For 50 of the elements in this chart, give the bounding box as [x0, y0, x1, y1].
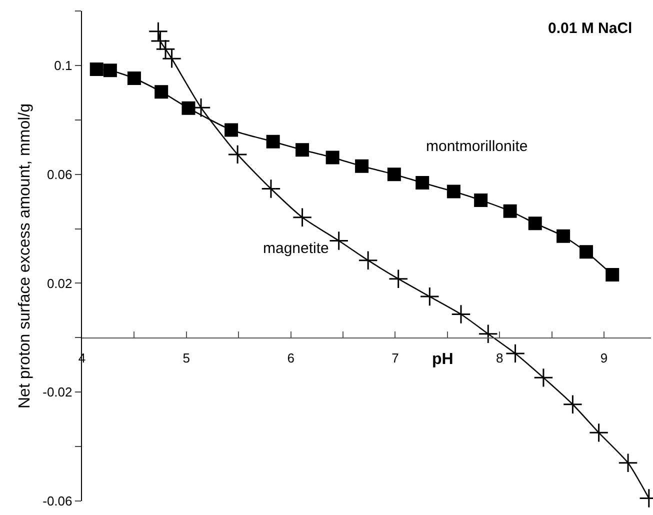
point	[580, 245, 594, 259]
point	[606, 268, 620, 282]
point	[503, 204, 517, 218]
point	[355, 159, 369, 173]
point	[296, 143, 310, 157]
point	[182, 101, 196, 115]
point	[505, 344, 526, 364]
point	[103, 64, 117, 78]
point	[562, 394, 583, 414]
x-tick-label: 7	[392, 350, 399, 366]
y-axis-title: Net proton surface excess amount, mmol/g	[16, 103, 34, 409]
point	[534, 368, 554, 388]
x-axis-title: pH	[432, 351, 454, 368]
point	[420, 286, 440, 306]
y-tick-label: -0.02	[42, 384, 72, 400]
series-label: montmorillonite	[426, 138, 528, 155]
y-tick-label: 0.1	[54, 58, 72, 73]
point	[528, 216, 542, 230]
point	[261, 178, 281, 199]
point	[387, 168, 401, 182]
point	[416, 176, 430, 190]
point	[148, 22, 168, 42]
y-tick-label: 0.06	[46, 166, 72, 182]
point	[451, 304, 471, 324]
point	[388, 269, 408, 289]
point	[154, 85, 168, 99]
point	[358, 250, 378, 270]
point	[326, 150, 340, 164]
point	[474, 193, 488, 207]
y-tick-label: -0.06	[42, 494, 72, 509]
x-tick-label: 6	[287, 350, 294, 366]
point	[266, 134, 280, 148]
series-label: magnetite	[263, 240, 329, 257]
point	[292, 207, 312, 228]
y-tick-label: 0.02	[46, 276, 72, 291]
x-tick-label: 8	[496, 350, 504, 366]
point	[127, 71, 141, 85]
point	[328, 230, 349, 251]
point	[588, 422, 609, 443]
point	[446, 184, 460, 198]
point	[618, 453, 638, 473]
x-tick-label: 5	[182, 350, 190, 366]
point	[90, 62, 104, 76]
point	[150, 31, 170, 51]
text: 0.01 M NaCl	[548, 20, 632, 37]
point	[224, 123, 238, 137]
point	[228, 144, 248, 164]
x-tick-label: 9	[600, 350, 608, 366]
point	[478, 324, 498, 344]
point	[556, 229, 570, 243]
